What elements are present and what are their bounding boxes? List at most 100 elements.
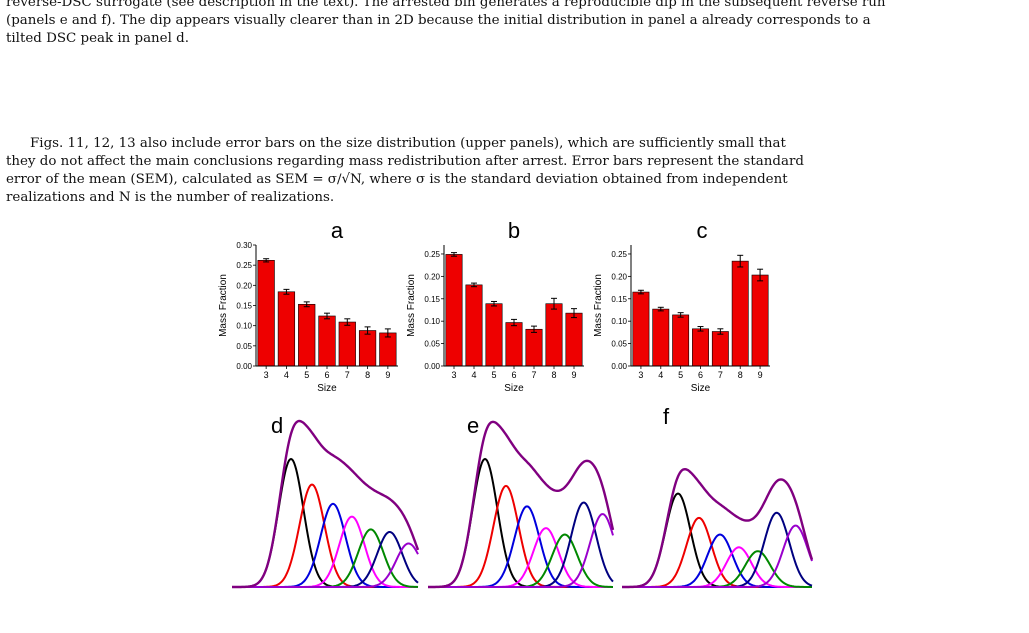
x-tick-label: 9 xyxy=(385,370,390,380)
y-tick-label: 0.30 xyxy=(236,241,252,250)
x-tick-label: 5 xyxy=(491,370,496,380)
bar xyxy=(545,303,563,367)
x-tick-label: 8 xyxy=(365,370,370,380)
x-tick-label: 7 xyxy=(718,370,723,380)
y-tick-label: 0.15 xyxy=(236,302,252,311)
y-tick-label: 0.00 xyxy=(424,362,440,371)
peak-plot-e: e xyxy=(428,413,615,589)
x-axis-label: Size xyxy=(317,383,337,394)
x-tick-label: 4 xyxy=(658,370,663,380)
panel-label-f: f xyxy=(663,404,670,429)
y-tick-label: 0.25 xyxy=(236,261,252,270)
peak-plot-f: f xyxy=(622,404,814,589)
x-tick-label: 4 xyxy=(471,370,476,380)
bar xyxy=(632,291,650,367)
component-peak xyxy=(622,524,813,588)
bar xyxy=(358,330,377,367)
envelope-curve xyxy=(428,420,615,589)
y-tick-label: 0.10 xyxy=(236,322,252,331)
bar xyxy=(692,328,709,367)
bar xyxy=(465,284,483,367)
text-line: tilted DSC peak in panel d. xyxy=(6,31,189,46)
peak-plot-d: d xyxy=(232,413,420,589)
panel-label-d: d xyxy=(271,413,283,438)
bar xyxy=(318,315,336,367)
panel-label-b: b xyxy=(508,218,520,243)
component-peak xyxy=(232,502,418,588)
x-tick-label: 8 xyxy=(551,370,556,380)
y-tick-label: 0.10 xyxy=(611,317,627,326)
paragraph-top: reverse-DSC surrogate (see description i… xyxy=(6,0,1024,48)
bar xyxy=(257,260,275,367)
y-tick-label: 0.20 xyxy=(424,272,440,281)
x-tick-label: 8 xyxy=(738,370,743,380)
component-peak xyxy=(428,457,613,588)
text-line: realizations and N is the number of real… xyxy=(6,190,335,205)
bar-chart-b: b 3 4 5 6 7 8 9 0.00 0.05 0.10 0.15 0.20 0.25 Mass Fra… xyxy=(406,218,584,394)
y-tick-label: 0.00 xyxy=(611,362,627,371)
paragraph-error-bars: Figs. 11, 12, 13 also include error bars… xyxy=(6,135,1024,207)
component-peak xyxy=(428,513,614,588)
component-peak xyxy=(622,550,812,588)
bar xyxy=(731,260,749,367)
bar xyxy=(445,254,463,367)
x-tick-label: 7 xyxy=(531,370,536,380)
x-tick-label: 6 xyxy=(698,370,703,380)
bar xyxy=(565,312,583,367)
bar-chart-c: c 3 4 5 6 7 8 9 0.00 0.05 0.10 0.15 0.20 0.25 Mass Fra… xyxy=(593,218,770,394)
bar xyxy=(672,314,690,367)
bar xyxy=(379,332,397,367)
component-peak xyxy=(622,492,812,588)
x-tick-label: 4 xyxy=(284,370,289,380)
text-line: they do not affect the main conclusions … xyxy=(6,154,804,169)
component-peak xyxy=(232,528,419,588)
x-axis-label: Size xyxy=(504,383,524,394)
text-line: Figs. 11, 12, 13 also include error bars… xyxy=(30,136,786,151)
text-line: reverse-DSC surrogate (see description i… xyxy=(6,0,886,10)
y-axis-label: Mass Fraction xyxy=(406,274,417,337)
bar xyxy=(751,274,769,367)
component-peak xyxy=(232,542,419,588)
bar xyxy=(652,308,670,367)
component-peak xyxy=(622,546,812,588)
y-tick-label: 0.05 xyxy=(424,340,440,349)
bar xyxy=(505,322,523,367)
y-tick-label: 0.15 xyxy=(424,295,440,304)
y-tick-label: 0.10 xyxy=(424,317,440,326)
x-tick-label: 3 xyxy=(638,370,643,380)
y-tick-label: 0.05 xyxy=(611,340,627,349)
bar xyxy=(277,291,296,367)
x-tick-label: 9 xyxy=(758,370,763,380)
bar xyxy=(485,303,503,367)
x-axis-label: Size xyxy=(691,383,711,394)
x-tick-label: 3 xyxy=(264,370,269,380)
panel-label-a: a xyxy=(331,218,344,243)
envelope-curve xyxy=(232,419,420,589)
envelope-curve xyxy=(622,467,814,589)
text-line: (panels e and f). The dip appears visual… xyxy=(6,13,871,28)
y-tick-label: 0.20 xyxy=(611,272,627,281)
bar xyxy=(711,331,729,367)
x-tick-label: 7 xyxy=(345,370,350,380)
x-tick-label: 3 xyxy=(451,370,456,380)
x-tick-label: 5 xyxy=(678,370,683,380)
x-tick-label: 9 xyxy=(571,370,576,380)
panel-label-e: e xyxy=(467,413,479,438)
x-tick-label: 5 xyxy=(304,370,309,380)
x-tick-label: 6 xyxy=(324,370,329,380)
bar xyxy=(525,328,543,367)
bar-chart-a: a 3 4 5 6 7 8 9 0.00 0.05 0.10 0.15 0.20 0.25 0.30 Mass… xyxy=(218,218,398,394)
y-tick-label: 0.20 xyxy=(236,281,252,290)
y-tick-label: 0.15 xyxy=(611,295,627,304)
y-tick-label: 0.05 xyxy=(236,342,252,351)
figure: a 3 4 5 6 7 8 9 0.00 0.05 0.10 0.15 0.20 0.25 0.30 Mass… xyxy=(218,218,814,589)
bar xyxy=(338,321,356,367)
y-axis-label: Mass Fraction xyxy=(593,274,604,337)
bar xyxy=(298,303,316,367)
panel-label-c: c xyxy=(697,218,708,243)
y-tick-label: 0.00 xyxy=(236,362,252,371)
y-tick-label: 0.25 xyxy=(611,250,627,259)
y-axis-label: Mass Fraction xyxy=(218,274,229,337)
y-tick-label: 0.25 xyxy=(424,250,440,259)
x-tick-label: 6 xyxy=(511,370,516,380)
